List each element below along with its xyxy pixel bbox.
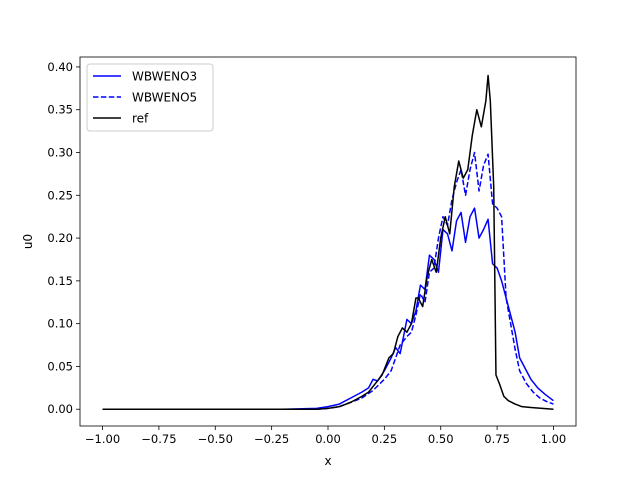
legend-box	[86, 63, 214, 132]
series-line-ref	[102, 74, 554, 410]
legend-label-wbweno3: WBWENO3	[132, 70, 197, 84]
y-tick-label: 0.25	[47, 188, 73, 202]
y-tick-label: 0.05	[47, 359, 73, 373]
y-tick-label: 0.00	[47, 402, 73, 416]
series-layer	[102, 74, 554, 410]
x-axis-ticks: −1.00 −0.75 −0.50 −0.25 0.00 0.25 0.50 0.75 1.00	[85, 426, 566, 446]
x-tick-label: −0.75	[141, 432, 176, 446]
x-axis-label: x	[324, 454, 331, 468]
legend-label-ref: ref	[132, 112, 149, 126]
x-tick-label: 0.00	[315, 432, 341, 446]
y-tick-label: 0.10	[47, 317, 73, 331]
y-tick-label: 0.30	[47, 146, 73, 160]
x-tick-label: 0.50	[428, 432, 454, 446]
y-tick-label: 0.20	[47, 231, 73, 245]
x-tick-label: −0.50	[198, 432, 233, 446]
x-tick-label: 1.00	[541, 432, 567, 446]
x-tick-label: 0.75	[484, 432, 510, 446]
y-tick-label: 0.15	[47, 274, 73, 288]
y-axis-label: u0	[21, 234, 35, 249]
x-tick-label: −0.25	[254, 432, 289, 446]
x-tick-label: −1.00	[85, 432, 120, 446]
series-line-wbweno5	[102, 151, 554, 410]
x-tick-label: 0.25	[372, 432, 398, 446]
legend-label-wbweno5: WBWENO5	[132, 91, 197, 105]
legend: WBWENO3 WBWENO5 ref	[86, 63, 214, 132]
y-axis-ticks: 0.00 0.05 0.10 0.15 0.20 0.25 0.30 0.35 0.40	[47, 60, 80, 416]
y-tick-label: 0.40	[47, 60, 73, 74]
y-tick-label: 0.35	[47, 103, 73, 117]
